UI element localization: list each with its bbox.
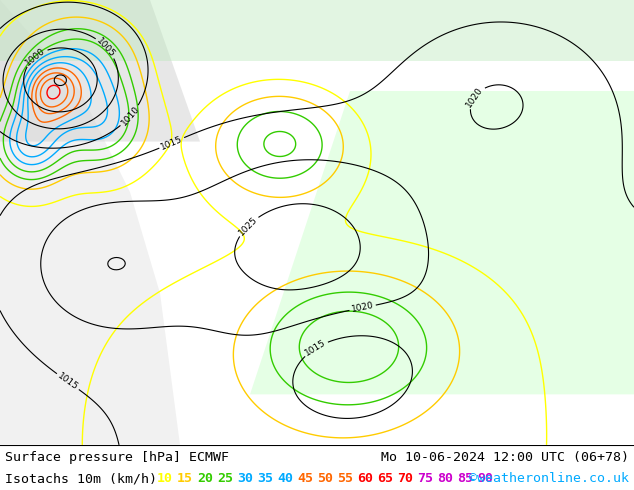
Text: 10: 10: [157, 472, 173, 485]
Text: 1020: 1020: [351, 301, 375, 315]
Text: 30: 30: [237, 472, 253, 485]
Text: 1010: 1010: [119, 104, 141, 128]
Text: 15: 15: [177, 472, 193, 485]
Text: 1015: 1015: [159, 134, 184, 151]
Text: 90: 90: [477, 472, 493, 485]
Text: Mo 10-06-2024 12:00 UTC (06+78): Mo 10-06-2024 12:00 UTC (06+78): [381, 451, 629, 464]
Text: 35: 35: [257, 472, 273, 485]
Polygon shape: [250, 91, 634, 394]
Text: 1025: 1025: [237, 215, 259, 237]
Text: Isotachs 10m (km/h): Isotachs 10m (km/h): [5, 472, 157, 485]
Text: 85: 85: [456, 472, 473, 485]
Text: 1015: 1015: [304, 338, 328, 358]
Text: 55: 55: [337, 472, 353, 485]
Text: 50: 50: [317, 472, 333, 485]
Text: 40: 40: [277, 472, 293, 485]
Text: 1020: 1020: [465, 85, 485, 109]
Text: ©weatheronline.co.uk: ©weatheronline.co.uk: [469, 472, 629, 485]
Text: 75: 75: [417, 472, 433, 485]
Text: 60: 60: [357, 472, 373, 485]
Text: 1000: 1000: [24, 46, 48, 67]
Text: 1005: 1005: [95, 36, 117, 59]
Text: 20: 20: [197, 472, 213, 485]
Polygon shape: [0, 0, 634, 61]
Polygon shape: [0, 0, 200, 142]
Text: 70: 70: [397, 472, 413, 485]
Text: 1015: 1015: [56, 371, 80, 392]
Text: 65: 65: [377, 472, 393, 485]
Text: 80: 80: [437, 472, 453, 485]
Polygon shape: [0, 0, 180, 445]
Text: 45: 45: [297, 472, 313, 485]
Text: Surface pressure [hPa] ECMWF: Surface pressure [hPa] ECMWF: [5, 451, 229, 464]
Text: 25: 25: [217, 472, 233, 485]
